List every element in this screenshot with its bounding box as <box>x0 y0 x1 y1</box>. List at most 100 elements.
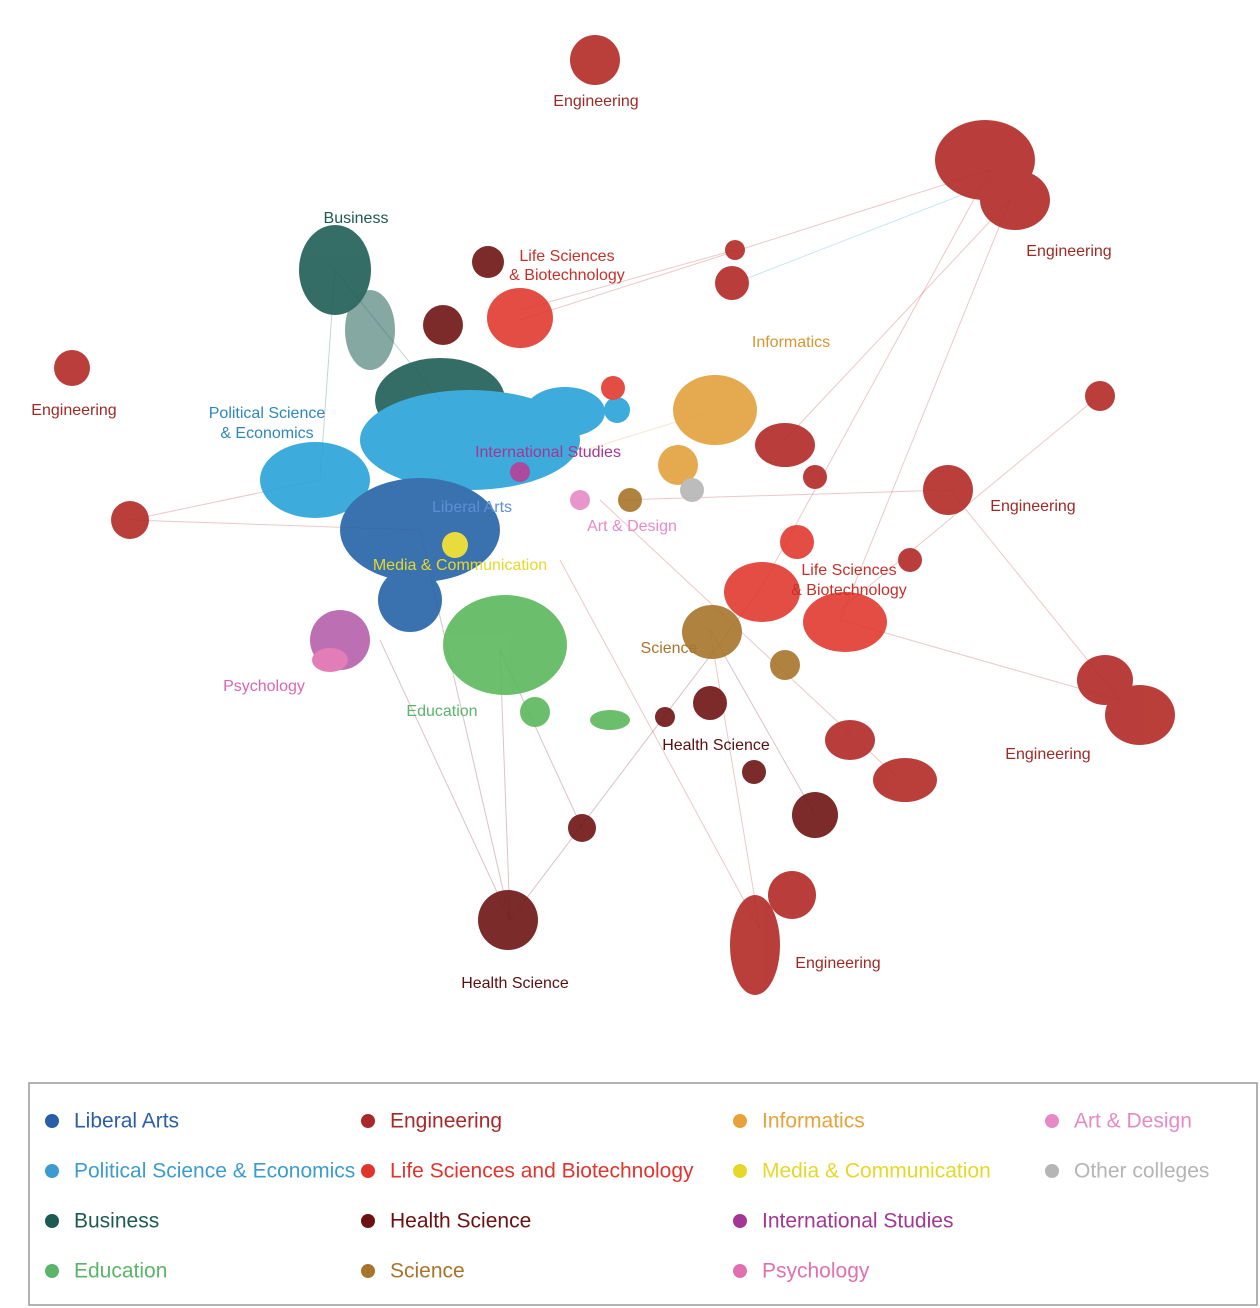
cluster <box>260 442 370 518</box>
legend-marker <box>733 1164 747 1178</box>
cluster-label: Informatics <box>752 334 830 351</box>
cluster-label: Engineering <box>553 93 638 110</box>
cluster <box>673 375 757 445</box>
cluster-label: Engineering <box>1026 243 1111 260</box>
cluster <box>478 890 538 950</box>
cluster-label: Liberal Arts <box>432 499 512 516</box>
cluster <box>792 792 838 838</box>
cluster-label: Science <box>641 640 698 657</box>
cluster <box>873 758 937 802</box>
cluster-label: & Economics <box>220 425 313 442</box>
legend-label: Media & Communication <box>762 1160 991 1183</box>
legend-marker <box>45 1164 59 1178</box>
cluster <box>570 490 590 510</box>
edges <box>129 169 1121 931</box>
cluster-label: Life Sciences <box>519 248 614 265</box>
cluster <box>568 814 596 842</box>
legend-marker <box>361 1214 375 1228</box>
cluster <box>682 605 742 659</box>
cluster <box>655 707 675 727</box>
cluster-label: & Biotechnology <box>791 582 907 599</box>
cluster <box>825 720 875 760</box>
cluster-label: International Studies <box>475 444 621 461</box>
legend-marker <box>733 1114 747 1128</box>
cluster <box>923 465 973 515</box>
cluster-label: Education <box>406 703 477 720</box>
legend-label: Science <box>390 1260 465 1283</box>
cluster <box>780 525 814 559</box>
cluster <box>742 760 766 784</box>
cluster-label: Engineering <box>990 498 1075 515</box>
cluster-label: Engineering <box>31 402 116 419</box>
cluster-label: Political Science <box>209 405 326 422</box>
legend-label: Other colleges <box>1074 1160 1209 1183</box>
cluster-label: Health Science <box>461 975 569 992</box>
legend-marker <box>45 1114 59 1128</box>
cluster-label: Media & Communication <box>373 557 547 574</box>
cluster <box>443 595 567 695</box>
legend-marker <box>45 1214 59 1228</box>
cluster <box>618 488 642 512</box>
legend-marker <box>361 1264 375 1278</box>
legend: Liberal Arts Political Science & Economic… <box>45 1110 1209 1283</box>
cluster <box>803 465 827 489</box>
cluster-labels: Engineering Engineering Engineering Busi… <box>31 93 1111 992</box>
legend-label: Health Science <box>390 1210 531 1233</box>
cluster <box>378 568 442 632</box>
cluster <box>525 387 605 437</box>
cluster <box>715 266 749 300</box>
cluster <box>423 305 463 345</box>
cluster <box>442 532 468 558</box>
cluster <box>768 871 816 919</box>
legend-marker <box>1045 1114 1059 1128</box>
legend-label: Art & Design <box>1074 1110 1192 1133</box>
cluster <box>724 562 800 622</box>
cluster <box>312 648 348 672</box>
legend-label: Life Sciences and Biotechnology <box>390 1160 694 1183</box>
legend-marker <box>45 1264 59 1278</box>
legend-label: Engineering <box>390 1110 502 1133</box>
legend-marker <box>733 1214 747 1228</box>
cluster <box>658 445 698 485</box>
cluster-label: Life Sciences <box>801 562 896 579</box>
legend-box <box>28 1082 1258 1306</box>
legend-marker <box>1045 1164 1059 1178</box>
cluster <box>755 423 815 467</box>
cluster <box>54 350 90 386</box>
cluster <box>472 246 504 278</box>
cluster <box>1085 381 1115 411</box>
clusters <box>54 35 1175 995</box>
legend-label: International Studies <box>762 1210 953 1233</box>
legend-label: Psychology <box>762 1260 870 1283</box>
cluster <box>1105 685 1175 745</box>
cluster <box>680 478 704 502</box>
cluster <box>693 686 727 720</box>
legend-marker <box>733 1264 747 1278</box>
cluster <box>590 710 630 730</box>
legend-label: Education <box>74 1260 167 1283</box>
cluster <box>345 290 395 370</box>
cluster <box>487 288 553 348</box>
cluster <box>803 592 887 652</box>
cluster-label: & Biotechnology <box>509 267 625 284</box>
cluster <box>980 170 1050 230</box>
legend-label: Liberal Arts <box>74 1110 179 1133</box>
cluster <box>510 462 530 482</box>
cluster <box>604 397 630 423</box>
cluster <box>601 376 625 400</box>
cluster <box>570 35 620 85</box>
legend-label: Informatics <box>762 1110 865 1133</box>
cluster-label: Psychology <box>223 678 305 695</box>
cluster <box>725 240 745 260</box>
cluster-label: Engineering <box>795 955 880 972</box>
legend-marker <box>361 1114 375 1128</box>
cluster <box>520 697 550 727</box>
cluster <box>770 650 800 680</box>
cluster <box>730 895 780 995</box>
cluster-label: Health Science <box>662 737 770 754</box>
legend-marker <box>361 1164 375 1178</box>
legend-label: Political Science & Economics <box>74 1160 355 1183</box>
cluster <box>898 548 922 572</box>
